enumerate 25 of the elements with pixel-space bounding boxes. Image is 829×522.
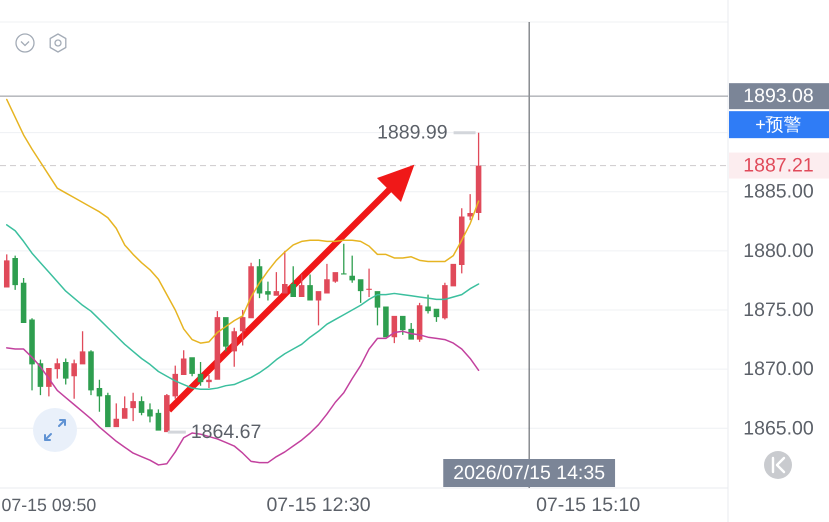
x-tick-label: 07-15 15:10: [536, 494, 640, 516]
y-tick-label: 1865.00: [743, 417, 814, 440]
y-tick-label: 1875.00: [743, 299, 814, 321]
ref-line-label: 1893.08: [743, 85, 814, 108]
candlestick: [274, 272, 280, 296]
line-series: [6, 224, 480, 390]
line-series: [6, 330, 480, 466]
x-tick-label: 07-15 09:50: [1, 495, 96, 515]
y-tick-label: 1880.00: [743, 240, 814, 262]
annotation: 1889.99: [377, 122, 448, 144]
y-tick-label: 1885.00: [743, 180, 814, 203]
annotation: 1864.67: [190, 421, 262, 444]
candlestick: [341, 244, 347, 275]
y-tick-label: 1870.00: [743, 358, 814, 380]
ref-line-label: 2026/07/15 14:35: [453, 462, 606, 484]
candlestick: [349, 256, 355, 283]
text: +预警: [755, 114, 802, 135]
x-tick-label: 07-15 12:30: [266, 494, 371, 516]
candlestick: [467, 194, 473, 220]
candlestick: [282, 250, 288, 294]
candlestick: [130, 392, 136, 422]
candlestick: [71, 360, 77, 399]
candlestick: [54, 358, 60, 379]
line-series: [6, 98, 480, 344]
ref-line-label: 1887.21: [743, 154, 814, 177]
